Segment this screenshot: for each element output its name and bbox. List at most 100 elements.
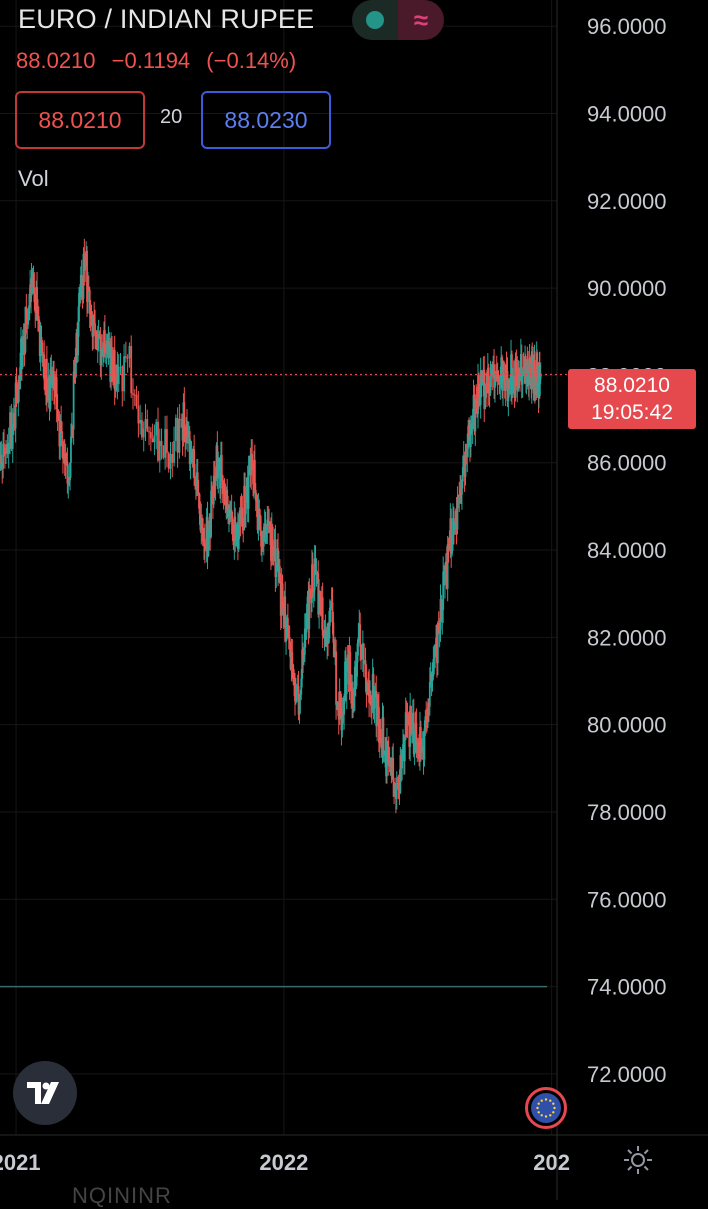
candle-body [251,454,254,469]
candle-body [234,516,237,542]
candle-body [466,448,469,457]
candle-body [207,536,210,556]
y-tick-label: 80.0000 [587,713,667,738]
candle-body [117,367,120,385]
candle-body [235,532,238,542]
candle-body [260,530,262,547]
candle-body [469,423,472,447]
candle-body [392,758,395,782]
y-tick-label: 76.0000 [587,887,667,912]
y-tick-label: 72.0000 [587,1062,667,1087]
candle-body [201,517,204,529]
candle-body [324,629,327,634]
candle-body [45,358,48,401]
candle-body [499,381,502,385]
candle-body [173,440,175,463]
candle-body [275,568,278,577]
market-status-indicator[interactable] [352,0,398,40]
symbol-title[interactable]: EURO / INDIAN RUPEE [18,4,315,34]
candle-body [257,508,260,531]
candle-body [364,660,367,679]
candle-body [441,609,444,622]
candle-body [70,436,72,463]
sell-button[interactable]: 88.0210 [15,91,145,149]
candle-body [41,342,44,363]
currency-flag-button[interactable] [525,1087,567,1129]
bar-countdown: 19:05:42 [591,401,673,424]
candle-body [21,343,24,368]
candle-body [339,691,342,707]
candle-body [24,306,27,353]
candle-body [386,740,389,750]
candle-body [241,507,244,520]
candle-body [349,652,352,683]
candle-body [92,314,95,337]
candle-body [489,375,492,394]
market-open-dot-icon [366,11,384,29]
candle-body [413,732,416,755]
candle-body [494,370,497,381]
candle-body [231,519,234,532]
candle-body [508,379,511,389]
approx-icon[interactable]: ≈ [398,0,444,40]
price-change-pct: (−0.14%) [206,48,297,73]
candle-body [255,500,258,503]
y-tick-label: 90.0000 [587,276,667,301]
candle-body [321,597,324,636]
candle-body [244,485,246,515]
candle-body [253,459,256,491]
candle-body [262,526,265,547]
volume-label[interactable]: Vol [18,166,49,191]
candle-body [212,475,215,505]
y-tick-label: 74.0000 [587,975,667,1000]
candle-body [160,440,163,446]
candle-body [171,454,174,463]
candle-body [195,484,197,486]
candle-body [378,707,380,743]
candle-body [474,398,477,432]
candle-body [108,341,111,343]
candle-body [335,651,337,705]
candle-body [436,622,439,664]
buy-button[interactable]: 88.0230 [201,91,331,149]
status-pill[interactable]: ≈ [352,0,444,40]
candle-body [36,287,38,315]
candle-body [40,336,43,343]
candle-body [313,558,316,591]
candle-body [277,548,279,572]
candle-body [471,415,474,430]
candle-body [148,431,150,433]
candle-body [166,429,168,453]
candle-body [488,393,491,395]
candle-body [74,362,77,376]
candle-body [423,728,426,760]
candle-body [9,412,11,443]
candle-body [303,654,305,658]
candle-body [515,358,518,372]
candle-body [186,424,188,437]
candle-body [82,253,85,299]
candle-body [100,349,103,366]
candle-body [305,612,308,633]
candle-body [333,642,336,655]
candle-body [60,420,63,432]
candle-body [367,682,370,684]
candle-body [300,678,303,695]
candle-body [438,629,441,633]
candle-body [521,375,524,385]
candle-body [514,358,517,398]
candle-body [484,385,487,409]
candle-body [481,382,484,385]
candle-body [67,477,70,484]
tradingview-logo-icon[interactable] [13,1061,77,1125]
candle-body [271,526,274,551]
candle-body [94,323,96,336]
candle-body [509,386,512,389]
gear-icon[interactable] [622,1144,654,1176]
candle-body [196,472,199,494]
candle-body [107,341,110,355]
candle-body [295,691,297,702]
candle-body [39,336,42,356]
y-tick-label: 94.0000 [587,102,667,127]
